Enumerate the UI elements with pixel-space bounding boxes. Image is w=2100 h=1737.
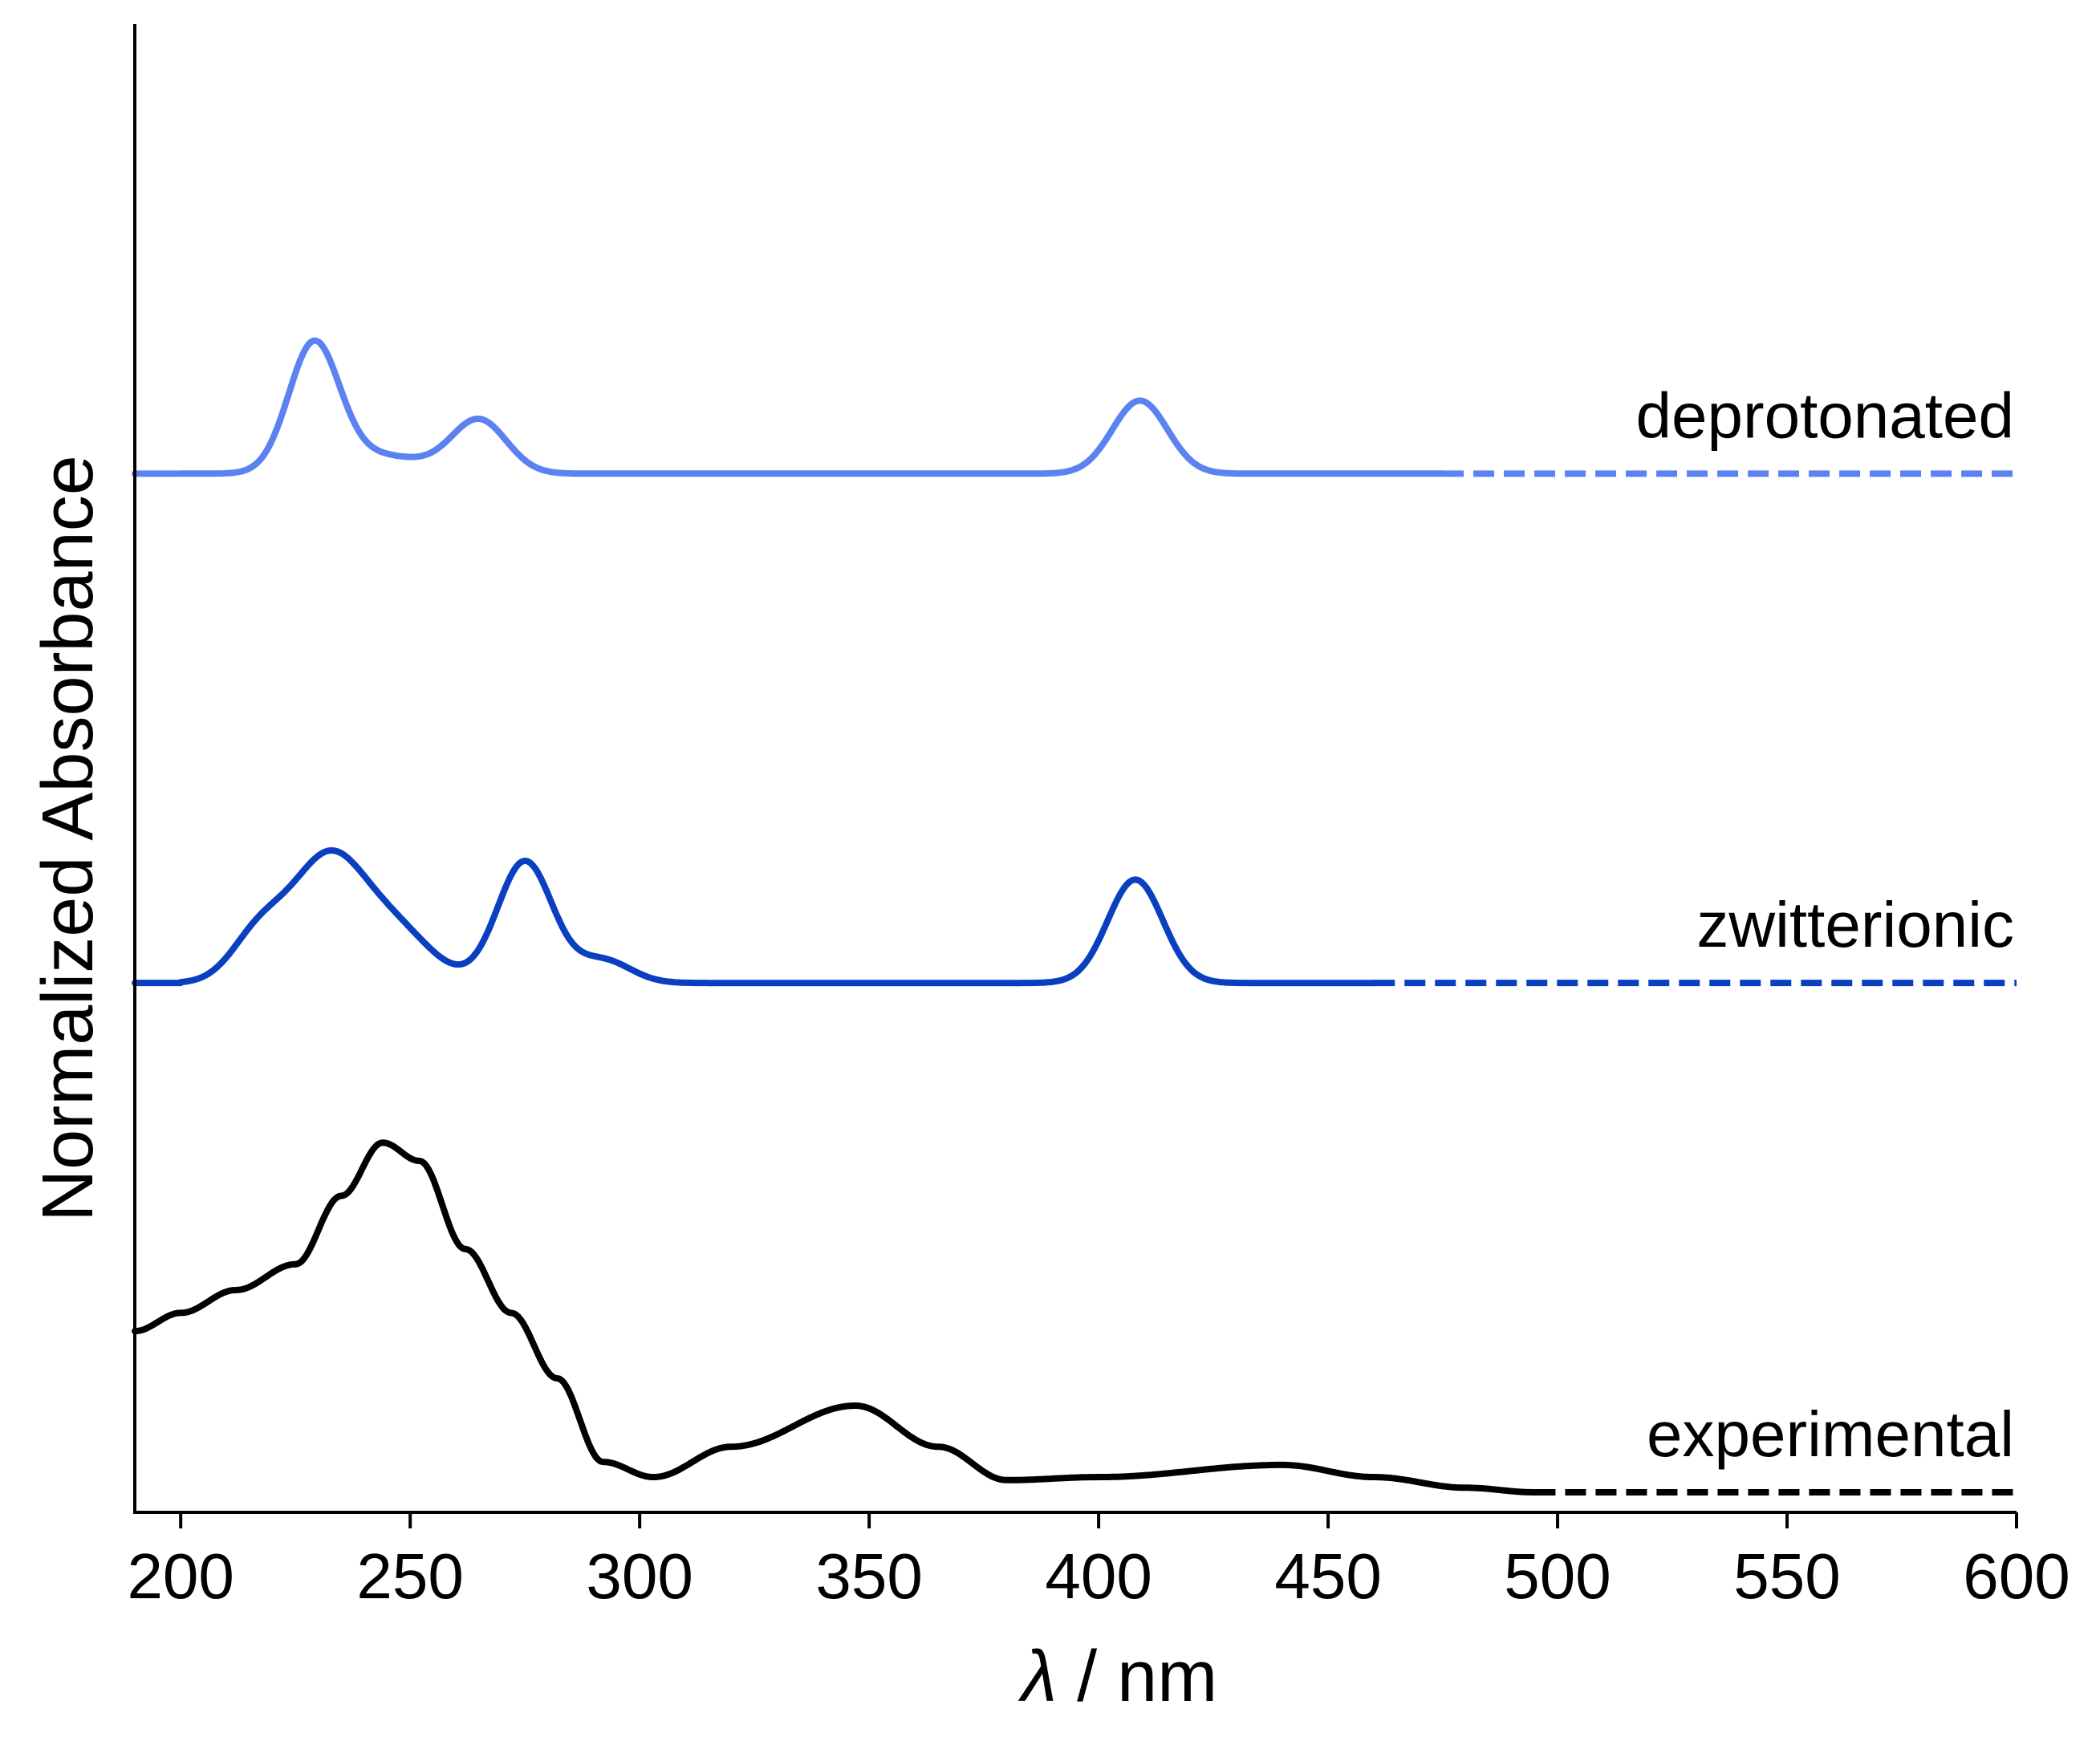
x-tick-label: 400 xyxy=(1045,1540,1152,1612)
series-label-experimental: experimental xyxy=(1647,1398,2014,1470)
series-experimental-line xyxy=(132,1139,1538,1496)
x-ticks: 200 250 300 350 400 450 500 550 600 xyxy=(127,1512,2070,1612)
series-label-deprotonated: deprotonated xyxy=(1635,379,2014,451)
x-tick-label: 500 xyxy=(1504,1540,1611,1612)
series-label-zwitterionic: zwitterionic xyxy=(1696,889,2014,960)
series-curves xyxy=(132,337,2017,1496)
y-axis-title: Normalized Absorbance xyxy=(28,455,108,1222)
x-tick-label: 300 xyxy=(586,1540,693,1612)
x-axis-unit: / nm xyxy=(1057,1637,1217,1717)
x-axis-symbol: λ xyxy=(1018,1637,1057,1717)
series-deprotonated-line xyxy=(177,337,1447,477)
x-tick-label: 550 xyxy=(1733,1540,1840,1612)
x-tick-label: 200 xyxy=(127,1540,234,1612)
series-labels: [Zn2L2]2+complexpristineMeOH/rotated arm… xyxy=(1635,379,2014,1470)
x-tick-label: 350 xyxy=(815,1540,922,1612)
series-zwitterionic-line xyxy=(177,847,1378,987)
x-tick-label: 450 xyxy=(1274,1540,1381,1612)
axes xyxy=(133,24,2017,1514)
x-tick-label: 600 xyxy=(1963,1540,2070,1612)
x-axis-title: λ / nm xyxy=(1018,1637,1217,1717)
x-tick-label: 250 xyxy=(356,1540,463,1612)
